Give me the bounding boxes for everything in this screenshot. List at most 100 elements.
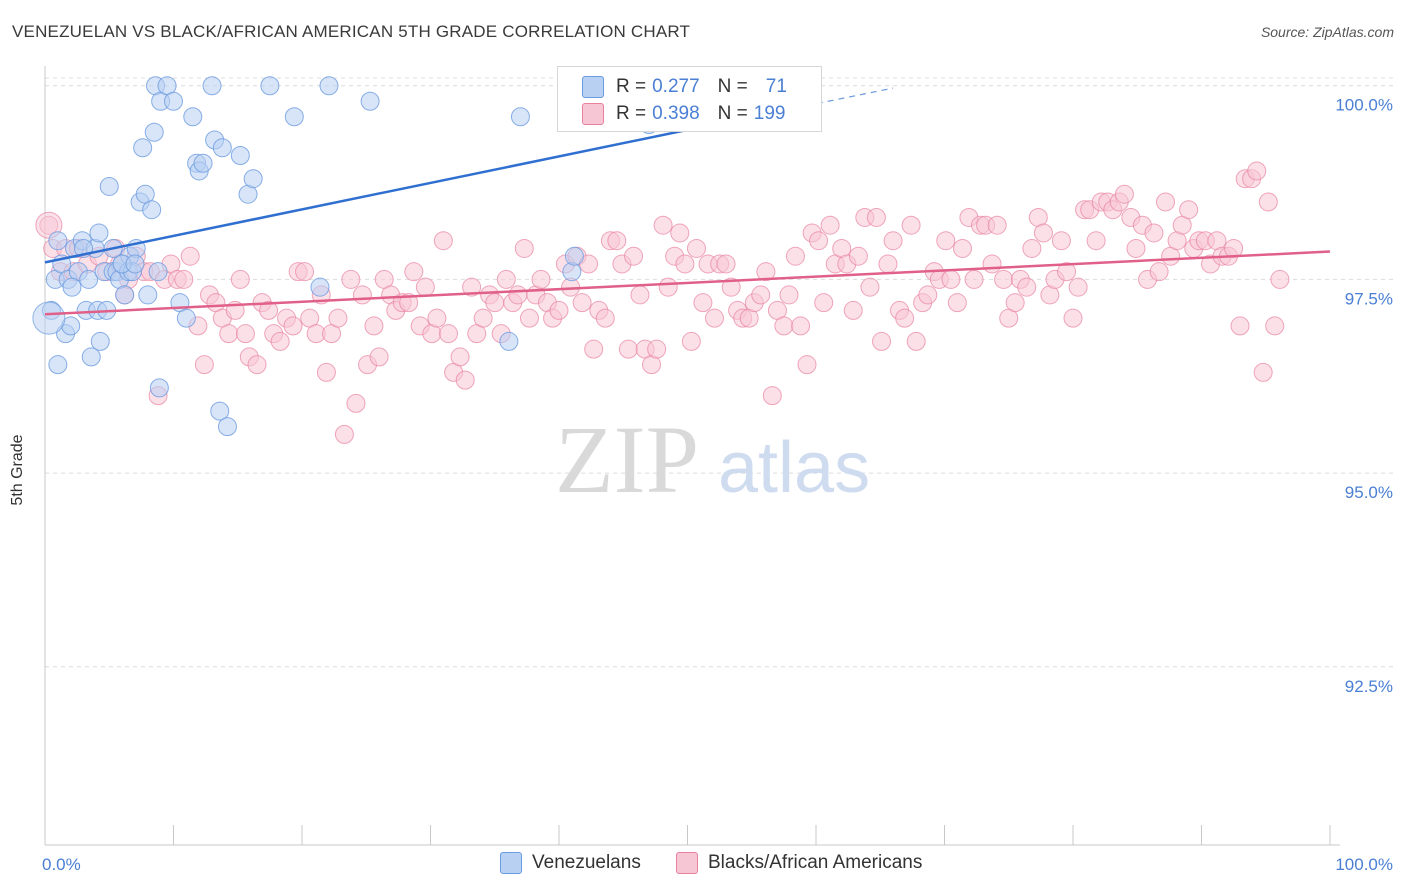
pink-point bbox=[681, 331, 701, 351]
bottom-legend-blacks: Blacks/African Americans bbox=[676, 852, 922, 874]
blue-point bbox=[212, 138, 232, 158]
legend-row-venezuelans: R = 0.277 N = 71 bbox=[582, 75, 787, 99]
pink-point bbox=[1017, 277, 1037, 297]
pink-point bbox=[462, 277, 482, 297]
pink-point bbox=[941, 269, 961, 289]
legend-n-value: 199 bbox=[753, 103, 786, 124]
blue-point bbox=[217, 417, 237, 437]
pink-point bbox=[791, 316, 811, 336]
pink-point bbox=[230, 269, 250, 289]
watermark-zip: ZIP bbox=[555, 406, 699, 513]
tick-labels: 92.5% 95.0% 97.5% 100.0% 0.0% 100.0% bbox=[42, 96, 1393, 874]
pink-point bbox=[283, 316, 303, 336]
pink-point bbox=[1258, 192, 1278, 212]
pink-point bbox=[848, 246, 868, 266]
blue-point bbox=[230, 145, 250, 165]
pink-point bbox=[878, 254, 898, 274]
pink-series-points bbox=[35, 161, 1290, 444]
pink-point bbox=[1179, 200, 1199, 220]
legend-swatch-blue bbox=[582, 76, 604, 98]
chart-title: VENEZUELAN VS BLACK/AFRICAN AMERICAN 5TH… bbox=[12, 22, 691, 41]
blue-series-points bbox=[32, 76, 659, 437]
pink-point bbox=[751, 285, 771, 305]
pink-point bbox=[433, 231, 453, 251]
pink-point bbox=[369, 347, 389, 367]
pink-point bbox=[1247, 161, 1267, 181]
pink-point bbox=[809, 231, 829, 251]
blue-point bbox=[48, 231, 68, 251]
bottom-legend-swatch-pink bbox=[676, 852, 698, 874]
pink-point bbox=[906, 331, 926, 351]
pink-point bbox=[704, 308, 724, 328]
watermark-atlas: atlas bbox=[718, 428, 870, 508]
pink-point bbox=[519, 308, 539, 328]
blue-point bbox=[115, 285, 135, 305]
blue-point bbox=[144, 122, 164, 142]
pink-point bbox=[531, 269, 551, 289]
pink-point bbox=[1051, 231, 1071, 251]
blue-point bbox=[562, 262, 582, 282]
blue-point bbox=[79, 269, 99, 289]
blue-point bbox=[90, 331, 110, 351]
pink-point bbox=[595, 308, 615, 328]
blue-point bbox=[310, 277, 330, 297]
blue-trend-line bbox=[44, 128, 688, 264]
pink-point bbox=[756, 262, 776, 282]
bottom-legend-venezuelans: Venezuelans bbox=[500, 852, 641, 874]
blue-point bbox=[138, 285, 158, 305]
pink-point bbox=[1005, 293, 1025, 313]
pink-point bbox=[427, 308, 447, 328]
pink-point bbox=[860, 277, 880, 297]
pink-point bbox=[918, 285, 938, 305]
y-tick-label: 97.5% bbox=[1345, 289, 1393, 308]
bottom-legend-label: Blacks/African Americans bbox=[708, 852, 923, 873]
bottom-legend-label: Venezuelans bbox=[532, 852, 641, 873]
blue-point bbox=[48, 355, 68, 375]
legend-swatch-pink bbox=[582, 103, 604, 125]
pink-point bbox=[1144, 223, 1164, 243]
y-tick-label: 92.5% bbox=[1345, 677, 1393, 696]
blue-point bbox=[183, 107, 203, 127]
y-tick-label: 95.0% bbox=[1345, 483, 1393, 502]
pink-point bbox=[247, 355, 267, 375]
pink-point bbox=[1063, 308, 1083, 328]
blue-point bbox=[176, 308, 196, 328]
pink-point bbox=[982, 254, 1002, 274]
pink-point bbox=[1068, 277, 1088, 297]
pink-point bbox=[895, 308, 915, 328]
pink-point bbox=[762, 386, 782, 406]
blue-point bbox=[81, 347, 101, 367]
pink-point bbox=[658, 277, 678, 297]
pink-point bbox=[1149, 262, 1169, 282]
blue-point-large bbox=[32, 301, 66, 335]
legend-n-label: N = bbox=[717, 103, 748, 124]
pink-point bbox=[901, 215, 921, 235]
blue-point bbox=[149, 378, 169, 398]
legend-r-value: 0.277 bbox=[652, 76, 700, 97]
blue-point bbox=[260, 76, 280, 96]
pink-point bbox=[947, 293, 967, 313]
pink-point bbox=[670, 223, 690, 243]
pink-point bbox=[721, 277, 741, 297]
blue-point bbox=[164, 91, 183, 111]
pink-point bbox=[686, 238, 706, 258]
pink-point bbox=[987, 215, 1007, 235]
legend-n-value: 71 bbox=[765, 76, 787, 97]
pink-point bbox=[785, 246, 805, 266]
pink-point bbox=[843, 300, 863, 320]
pink-point bbox=[415, 277, 435, 297]
x-tick-label-min: 0.0% bbox=[42, 855, 81, 874]
grid-layer bbox=[45, 77, 1395, 668]
pink-point bbox=[1253, 362, 1273, 382]
axis-layer bbox=[44, 66, 1340, 846]
x-tick-label-max: 100.0% bbox=[1335, 855, 1393, 874]
pink-point bbox=[1114, 184, 1134, 204]
pink-point bbox=[399, 293, 419, 313]
pink-point bbox=[952, 238, 972, 258]
pink-point bbox=[549, 300, 569, 320]
pink-point bbox=[1033, 223, 1053, 243]
y-tick-label: 100.0% bbox=[1335, 96, 1393, 115]
pink-point bbox=[235, 324, 255, 344]
blue-point bbox=[125, 254, 145, 274]
